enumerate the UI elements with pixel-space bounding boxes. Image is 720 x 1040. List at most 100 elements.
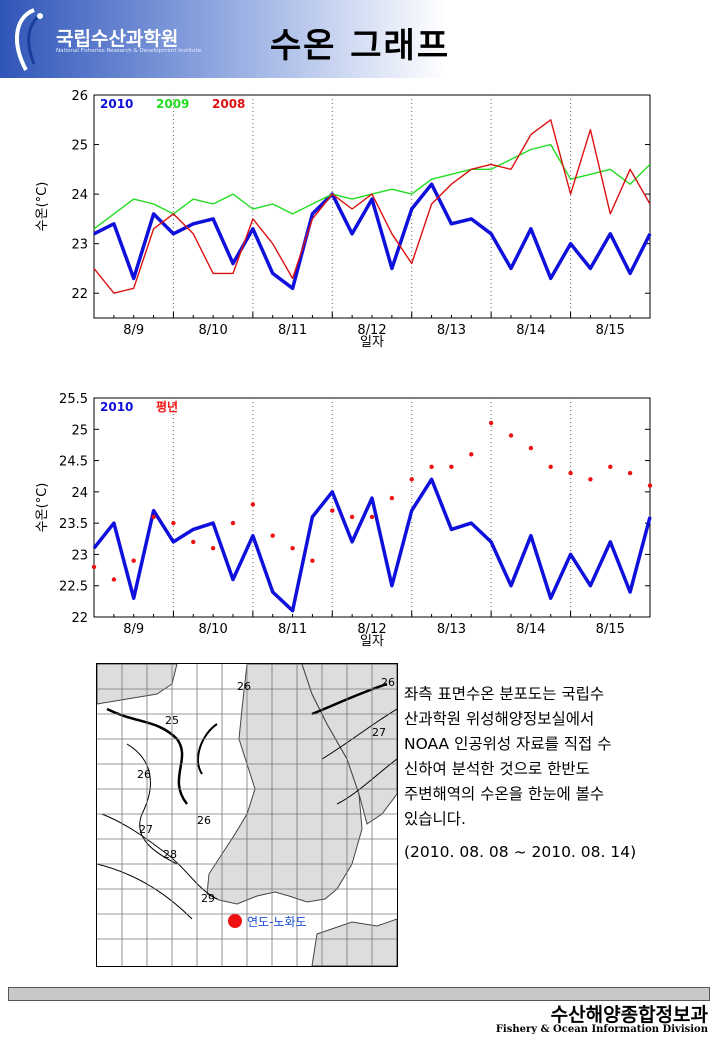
logo-text: 국립수산과학원 — [56, 28, 179, 50]
y-tick-label: 25.5 — [59, 392, 88, 407]
description-line: 있습니다. — [404, 810, 466, 828]
legend-entry: 2009 — [156, 97, 189, 111]
station-marker-icon — [228, 914, 242, 928]
x-tick-label: 8/12 — [357, 622, 386, 637]
data-point — [488, 420, 494, 426]
contour-label: 29 — [201, 892, 215, 905]
page-title: 수온 그래프 — [269, 26, 451, 66]
data-point — [627, 470, 633, 476]
data-point — [131, 558, 136, 563]
x-axis-label: 일자 — [360, 335, 384, 348]
y-axis-label: 수온(°C) — [35, 182, 50, 232]
description-line: 신하여 분석한 것으로 한반도 — [404, 760, 590, 778]
data-point — [349, 514, 355, 520]
data-point — [508, 433, 514, 438]
y-tick-label: 23.5 — [59, 517, 88, 532]
contour-label: 27 — [139, 823, 153, 836]
temperature-chart-yearly: 26 25 24 23 22 8/9 8/10 8/11 8/12 8/13 8/14 8/15 일자 수… — [35, 89, 652, 348]
x-tick-label: 8/14 — [516, 323, 545, 338]
data-point — [608, 464, 613, 469]
y-axis-label: 수온(°C) — [35, 483, 50, 533]
x-tick-label: 8/14 — [516, 622, 545, 637]
legend-entry: 평년 — [156, 400, 178, 414]
data-point — [409, 477, 414, 482]
footer-title: 수산해양종합정보과 — [550, 1004, 708, 1026]
data-point — [270, 533, 275, 538]
y-tick-label: 22.5 — [59, 580, 88, 595]
period-text: (2010. 08. 08 ~ 2010. 08. 14) — [404, 843, 637, 861]
data-point — [588, 477, 593, 482]
series-line-2010 — [93, 182, 652, 291]
series-line-2009 — [93, 143, 651, 230]
x-tick-label: 8/15 — [596, 622, 625, 637]
fish-logo-icon — [14, 8, 43, 71]
data-point — [647, 483, 653, 488]
data-point — [210, 546, 216, 551]
header-banner: 국립수산과학원 National Fisheries Research & De… — [0, 0, 720, 78]
y-tick-label: 26 — [71, 89, 88, 104]
plot-frame — [93, 397, 651, 618]
data-point — [290, 546, 295, 551]
data-point — [151, 514, 156, 520]
data-point — [389, 495, 395, 501]
plot-frame — [93, 94, 651, 319]
y-tick-label: 23 — [71, 548, 88, 563]
y-tick-label: 24 — [71, 486, 88, 501]
legend-entry: 2010 — [100, 97, 133, 111]
x-tick-label: 8/15 — [596, 323, 625, 338]
sst-map-graphic: 26 27 25 26 27 28 29 26 26 연도-노화도 — [97, 664, 397, 966]
data-point — [330, 508, 335, 513]
y-tick-label: 25 — [71, 139, 88, 154]
map-description: 좌측 표면수온 분포도는 국립수 산과학원 위성해양정보실에서 NOAA 인공위… — [404, 682, 704, 832]
contour-label: 26 — [381, 676, 395, 689]
data-point — [429, 464, 434, 469]
contour-label: 26 — [237, 680, 251, 693]
x-tick-label: 8/10 — [199, 323, 228, 338]
y-tick-label: 22 — [71, 611, 88, 626]
y-tick-label: 25 — [71, 423, 88, 438]
data-point — [230, 520, 236, 526]
x-tick-label: 8/11 — [278, 622, 307, 637]
x-tick-label: 8/9 — [123, 622, 144, 637]
contour-label: 25 — [165, 714, 179, 727]
contour-label: 26 — [197, 814, 211, 827]
data-point — [191, 539, 196, 545]
footer-bar — [8, 987, 710, 1001]
x-tick-label: 8/11 — [278, 323, 307, 338]
x-tick-label: 8/9 — [123, 323, 144, 338]
temperature-chart-normal: 25.5 25 24.5 24 23.5 23 22.5 22 8/9 8/10 8/11 8/12 8… — [35, 392, 653, 649]
data-point — [568, 470, 573, 476]
legend-entry: 2008 — [212, 97, 245, 111]
series-line-2010 — [92, 477, 652, 613]
x-axis-label: 일자 — [360, 634, 384, 649]
y-tick-label: 22 — [71, 287, 88, 302]
data-point — [111, 577, 117, 582]
station-label: 연도-노화도 — [247, 915, 307, 929]
description-line: 주변해역의 수온을 한눈에 볼수 — [404, 785, 605, 803]
contour-label: 26 — [137, 768, 151, 781]
x-tick-label: 8/10 — [199, 622, 228, 637]
sst-map: 26 27 25 26 27 28 29 26 26 연도-노화도 — [96, 663, 398, 967]
institute-logo: 국립수산과학원 National Fisheries Research & De… — [4, 4, 201, 74]
y-tick-label: 23 — [71, 238, 88, 253]
data-point — [469, 452, 474, 457]
x-tick-label: 8/13 — [437, 323, 466, 338]
footer-subtitle: Fishery & Ocean Information Division — [495, 1024, 708, 1035]
data-point — [528, 445, 534, 451]
contour-label: 28 — [163, 848, 177, 861]
y-tick-label: 24 — [71, 188, 88, 203]
data-point — [548, 464, 553, 469]
series-line-2008 — [93, 119, 651, 294]
data-point — [369, 514, 375, 520]
x-tick-label: 8/13 — [437, 622, 466, 637]
x-tick-label: 8/12 — [357, 323, 386, 338]
logo-subtitle: National Fisheries Research & Developmen… — [56, 48, 202, 54]
description-line: 산과학원 위성해양정보실에서 — [404, 710, 595, 728]
data-point — [171, 520, 176, 526]
data-point — [91, 564, 97, 570]
y-tick-label: 24.5 — [59, 455, 88, 470]
description-line: NOAA 인공위성 자료를 직접 수 — [404, 735, 612, 753]
data-point — [310, 558, 315, 563]
description-line: 좌측 표면수온 분포도는 국립수 — [404, 685, 605, 703]
data-point — [449, 464, 454, 469]
